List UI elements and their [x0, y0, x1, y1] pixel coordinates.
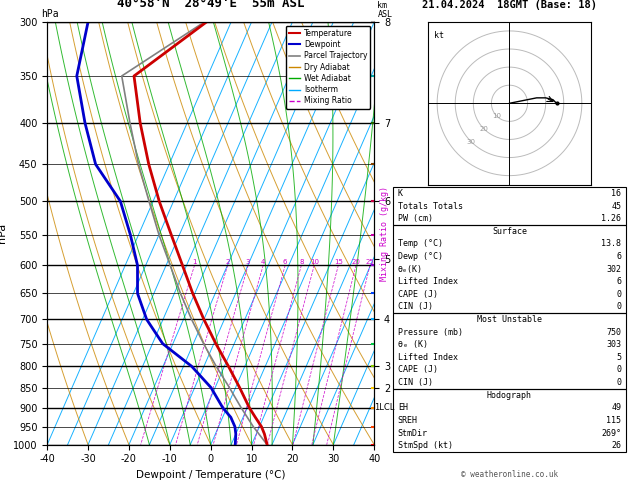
- Text: 303: 303: [606, 340, 621, 349]
- Text: © weatheronline.co.uk: © weatheronline.co.uk: [461, 469, 558, 479]
- Text: Dewp (°C): Dewp (°C): [398, 252, 443, 261]
- Text: 10: 10: [493, 113, 501, 119]
- Text: 45: 45: [611, 202, 621, 210]
- Legend: Temperature, Dewpoint, Parcel Trajectory, Dry Adiabat, Wet Adiabat, Isotherm, Mi: Temperature, Dewpoint, Parcel Trajectory…: [286, 26, 370, 108]
- Text: 3: 3: [246, 260, 250, 265]
- Text: 30: 30: [467, 139, 476, 145]
- Text: θₑ(K): θₑ(K): [398, 264, 423, 274]
- Text: 20: 20: [352, 260, 360, 265]
- Text: 13.8: 13.8: [601, 240, 621, 248]
- Y-axis label: hPa: hPa: [0, 223, 8, 243]
- Bar: [393, 225, 626, 313]
- Text: 5: 5: [616, 353, 621, 362]
- Text: CAPE (J): CAPE (J): [398, 290, 438, 299]
- Text: 6: 6: [616, 252, 621, 261]
- Text: Surface: Surface: [492, 227, 527, 236]
- Text: StmDir: StmDir: [398, 429, 428, 437]
- Text: 8: 8: [299, 260, 304, 265]
- Text: 6: 6: [283, 260, 287, 265]
- Text: 0: 0: [616, 290, 621, 299]
- Text: 0: 0: [616, 365, 621, 375]
- Text: 26: 26: [611, 441, 621, 450]
- Text: Lifted Index: Lifted Index: [398, 277, 458, 286]
- Text: 269°: 269°: [601, 429, 621, 437]
- Text: 1LCL: 1LCL: [374, 403, 394, 412]
- Text: 1.26: 1.26: [601, 214, 621, 223]
- Text: Hodograph: Hodograph: [487, 391, 532, 399]
- Text: Pressure (mb): Pressure (mb): [398, 328, 463, 337]
- Text: 115: 115: [606, 416, 621, 425]
- Text: 0: 0: [616, 378, 621, 387]
- Text: 49: 49: [611, 403, 621, 412]
- Text: 16: 16: [611, 189, 621, 198]
- Text: 2: 2: [225, 260, 230, 265]
- X-axis label: Dewpoint / Temperature (°C): Dewpoint / Temperature (°C): [136, 470, 286, 480]
- Text: 302: 302: [606, 264, 621, 274]
- Text: CIN (J): CIN (J): [398, 378, 433, 387]
- Text: 6: 6: [616, 277, 621, 286]
- Text: 0: 0: [616, 302, 621, 312]
- Text: SREH: SREH: [398, 416, 418, 425]
- Text: CAPE (J): CAPE (J): [398, 365, 438, 375]
- Text: CIN (J): CIN (J): [398, 302, 433, 312]
- Text: 20: 20: [479, 126, 488, 132]
- Text: 750: 750: [606, 328, 621, 337]
- Bar: [393, 389, 626, 452]
- Bar: [393, 313, 626, 389]
- Bar: [393, 187, 626, 225]
- Text: 1: 1: [192, 260, 197, 265]
- Text: 10: 10: [309, 260, 319, 265]
- Text: 40°58'N  28°49'E  55m ASL: 40°58'N 28°49'E 55m ASL: [117, 0, 304, 10]
- Text: Totals Totals: Totals Totals: [398, 202, 463, 210]
- Text: K: K: [398, 189, 403, 198]
- Text: 25: 25: [365, 260, 374, 265]
- Text: Lifted Index: Lifted Index: [398, 353, 458, 362]
- Text: km
ASL: km ASL: [377, 1, 392, 19]
- Text: hPa: hPa: [41, 9, 58, 19]
- Text: Most Unstable: Most Unstable: [477, 315, 542, 324]
- Text: θₑ (K): θₑ (K): [398, 340, 428, 349]
- Text: 4: 4: [261, 260, 265, 265]
- Text: Temp (°C): Temp (°C): [398, 240, 443, 248]
- Text: 15: 15: [334, 260, 343, 265]
- Text: 21.04.2024  18GMT (Base: 18): 21.04.2024 18GMT (Base: 18): [422, 0, 597, 10]
- Text: StmSpd (kt): StmSpd (kt): [398, 441, 453, 450]
- Text: Mixing Ratio (g/kg): Mixing Ratio (g/kg): [380, 186, 389, 281]
- Text: kt: kt: [433, 31, 443, 40]
- Text: EH: EH: [398, 403, 408, 412]
- Text: PW (cm): PW (cm): [398, 214, 433, 223]
